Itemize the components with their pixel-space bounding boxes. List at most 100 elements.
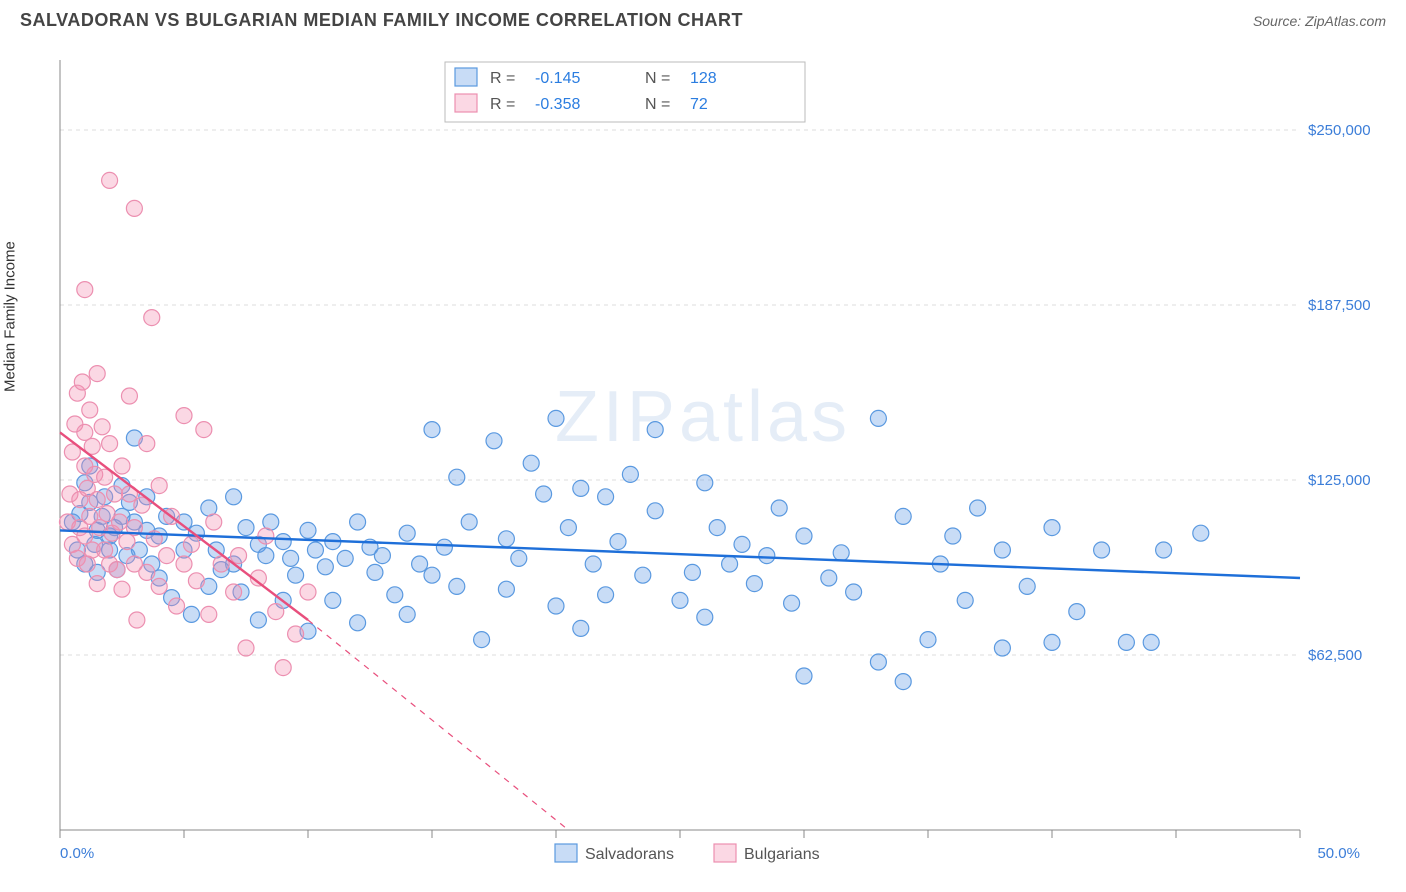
data-point <box>337 550 353 566</box>
data-point <box>870 654 886 670</box>
data-point <box>424 422 440 438</box>
data-point <box>317 559 333 575</box>
data-point <box>109 562 125 578</box>
legend-r-value: -0.358 <box>535 96 580 113</box>
scatter-chart: $62,500$125,000$187,500$250,0000.0%50.0%… <box>15 40 1391 877</box>
data-point <box>1118 634 1134 650</box>
data-point <box>238 640 254 656</box>
data-point <box>151 478 167 494</box>
y-tick-label: $125,000 <box>1308 472 1371 489</box>
data-point <box>771 500 787 516</box>
data-point <box>126 200 142 216</box>
data-point <box>610 534 626 550</box>
data-point <box>548 410 564 426</box>
data-point <box>734 536 750 552</box>
data-point <box>957 592 973 608</box>
legend-swatch <box>455 68 477 86</box>
data-point <box>139 436 155 452</box>
data-point <box>250 612 266 628</box>
legend-r-label: R = <box>490 70 515 87</box>
data-point <box>288 567 304 583</box>
data-point <box>870 410 886 426</box>
data-point <box>746 576 762 592</box>
data-point <box>697 609 713 625</box>
data-point <box>1094 542 1110 558</box>
data-point <box>144 310 160 326</box>
legend-r-label: R = <box>490 96 515 113</box>
data-point <box>188 573 204 589</box>
chart-title: SALVADORAN VS BULGARIAN MEDIAN FAMILY IN… <box>20 10 743 31</box>
chart-container: Median Family Income $62,500$125,000$187… <box>15 40 1391 877</box>
data-point <box>139 564 155 580</box>
data-point <box>238 520 254 536</box>
data-point <box>74 374 90 390</box>
data-point <box>498 581 514 597</box>
data-point <box>1019 578 1035 594</box>
data-point <box>89 576 105 592</box>
data-point <box>258 548 274 564</box>
legend-series-label: Bulgarians <box>744 846 820 863</box>
data-point <box>1069 604 1085 620</box>
y-tick-label: $62,500 <box>1308 647 1362 664</box>
data-point <box>283 550 299 566</box>
y-tick-label: $187,500 <box>1308 297 1371 314</box>
data-point <box>511 550 527 566</box>
data-point <box>1143 634 1159 650</box>
data-point <box>449 578 465 594</box>
data-point <box>89 366 105 382</box>
legend-n-value: 128 <box>690 70 717 87</box>
data-point <box>647 422 663 438</box>
legend-series-label: Salvadorans <box>585 846 674 863</box>
data-point <box>183 606 199 622</box>
data-point <box>424 567 440 583</box>
data-point <box>486 433 502 449</box>
data-point <box>176 408 192 424</box>
data-point <box>206 514 222 530</box>
legend-r-value: -0.145 <box>535 70 580 87</box>
data-point <box>1156 542 1172 558</box>
data-point <box>151 578 167 594</box>
legend-swatch <box>455 94 477 112</box>
data-point <box>994 542 1010 558</box>
data-point <box>300 522 316 538</box>
data-point <box>994 640 1010 656</box>
data-point <box>114 458 130 474</box>
data-point <box>82 402 98 418</box>
legend-swatch <box>555 844 577 862</box>
data-point <box>112 514 128 530</box>
data-point <box>196 422 212 438</box>
data-point <box>449 469 465 485</box>
data-point <box>258 528 274 544</box>
data-point <box>548 598 564 614</box>
legend-n-label: N = <box>645 96 670 113</box>
data-point <box>523 455 539 471</box>
data-point <box>231 548 247 564</box>
data-point <box>709 520 725 536</box>
data-point <box>107 486 123 502</box>
data-point <box>945 528 961 544</box>
data-point <box>920 632 936 648</box>
data-point <box>275 534 291 550</box>
data-point <box>350 615 366 631</box>
data-point <box>647 503 663 519</box>
data-point <box>598 587 614 603</box>
data-point <box>846 584 862 600</box>
data-point <box>1044 520 1060 536</box>
data-point <box>697 475 713 491</box>
data-point <box>183 536 199 552</box>
data-point <box>560 520 576 536</box>
data-point <box>474 632 490 648</box>
data-point <box>399 606 415 622</box>
data-point <box>226 489 242 505</box>
data-point <box>895 508 911 524</box>
y-tick-label: $250,000 <box>1308 122 1371 139</box>
y-axis-label: Median Family Income <box>2 241 19 392</box>
data-point <box>833 545 849 561</box>
data-point <box>796 668 812 684</box>
data-point <box>300 584 316 600</box>
data-point <box>895 674 911 690</box>
data-point <box>784 595 800 611</box>
legend-n-label: N = <box>645 70 670 87</box>
data-point <box>102 436 118 452</box>
data-point <box>201 606 217 622</box>
